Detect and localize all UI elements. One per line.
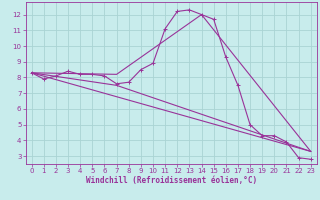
X-axis label: Windchill (Refroidissement éolien,°C): Windchill (Refroidissement éolien,°C) — [86, 176, 257, 185]
